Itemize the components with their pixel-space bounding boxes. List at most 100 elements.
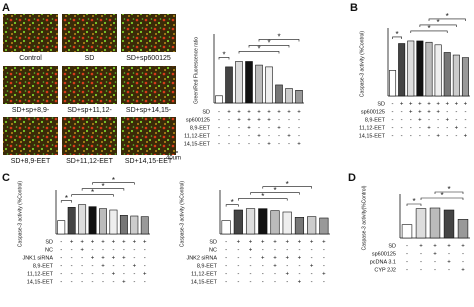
micrograph-label: SD+sp600125 <box>126 55 171 62</box>
treatment-sign: + <box>257 110 261 116</box>
micrograph-label: SD+sp+14,15- <box>126 107 172 114</box>
treatment-sign: - <box>401 118 403 124</box>
treatment-sign: - <box>323 248 325 254</box>
significance-bracket <box>410 30 448 33</box>
treatment-sign: - <box>437 118 439 124</box>
treatment-sign: + <box>298 280 302 286</box>
significance-bracket <box>392 36 402 39</box>
treatment-sign: + <box>418 118 422 124</box>
treatment-sign: - <box>420 268 422 274</box>
treatment-label: 8,9-EET <box>197 263 218 269</box>
treatment-sign: - <box>286 248 288 254</box>
bar <box>307 216 317 235</box>
treatment-label: 14,15-EET <box>27 279 54 285</box>
treatment-sign: - <box>434 260 436 266</box>
treatment-sign: - <box>258 142 260 148</box>
bar <box>295 90 303 104</box>
treatment-sign: - <box>144 256 146 262</box>
significance-bracket <box>419 24 457 27</box>
treatment-sign: + <box>322 240 326 246</box>
micrograph-label: SD+14,15-EET <box>125 158 173 165</box>
panel-label: B <box>350 2 358 14</box>
panel-label: D <box>348 172 356 184</box>
treatment-sign: - <box>71 280 73 286</box>
bar <box>319 217 329 235</box>
micrograph <box>3 14 58 52</box>
treatment-sign: + <box>464 102 468 108</box>
treatment-sign: - <box>392 126 394 132</box>
bar <box>389 70 397 97</box>
treatment-sign: + <box>249 240 253 246</box>
treatment-sign: - <box>278 134 280 140</box>
y-axis-label: Caspase-3 activity (%Control) <box>179 181 185 247</box>
treatment-sign: - <box>288 142 290 148</box>
bar <box>221 220 231 235</box>
treatment-sign: - <box>225 280 227 286</box>
treatment-sign: - <box>434 268 436 274</box>
bar <box>225 66 233 104</box>
treatment-sign: - <box>144 280 146 286</box>
treatment-sign: + <box>409 102 413 108</box>
micrograph <box>121 117 176 155</box>
micrograph-label: SD+sp+11,12- <box>67 107 112 114</box>
significance-star: * <box>267 39 270 48</box>
treatment-sign: - <box>406 260 408 266</box>
treatment-label: JNK2 siRNA <box>186 255 217 261</box>
treatment-label: NC <box>209 247 217 253</box>
treatment-sign: + <box>287 134 291 140</box>
treatment-sign: - <box>323 264 325 270</box>
treatment-sign: - <box>228 118 230 124</box>
treatment-sign: - <box>133 280 135 286</box>
treatment-sign: - <box>60 240 62 246</box>
treatment-sign: - <box>225 248 227 254</box>
treatment-sign: + <box>122 256 126 262</box>
treatment-sign: - <box>258 126 260 132</box>
treatment-sign: - <box>218 142 220 148</box>
treatment-sign: - <box>392 118 394 124</box>
micrograph <box>62 117 117 155</box>
bar <box>270 210 280 235</box>
bar <box>282 211 292 235</box>
treatment-sign: - <box>311 280 313 286</box>
treatment-sign: - <box>71 264 73 270</box>
treatment-sign: + <box>273 256 277 262</box>
treatment-sign: - <box>102 280 104 286</box>
treatment-sign: - <box>446 126 448 132</box>
bar <box>215 95 223 104</box>
treatment-sign: - <box>218 126 220 132</box>
treatment-sign: - <box>288 118 290 124</box>
treatment-sign: + <box>261 240 265 246</box>
treatment-sign: + <box>133 240 137 246</box>
treatment-sign: - <box>112 248 114 254</box>
bar <box>130 215 139 235</box>
treatment-sign: - <box>92 272 94 278</box>
significance-star: * <box>65 194 68 203</box>
treatment-sign: + <box>445 118 449 124</box>
significance-bracket <box>262 186 312 189</box>
bar <box>245 61 253 104</box>
treatment-sign: - <box>133 272 135 278</box>
panel-label: C <box>2 172 10 184</box>
treatment-sign: + <box>400 102 404 108</box>
treatment-sign: + <box>257 118 261 124</box>
bar <box>429 207 441 239</box>
treatment-sign: - <box>248 142 250 148</box>
bar <box>57 220 66 235</box>
significance-star: * <box>437 18 440 27</box>
significance-star: * <box>447 185 450 194</box>
micrograph-label: Control <box>19 55 42 62</box>
treatment-sign: - <box>410 134 412 140</box>
treatment-sign: + <box>409 110 413 116</box>
treatment-sign: - <box>218 118 220 124</box>
significance-bracket <box>238 51 280 54</box>
treatment-sign: - <box>392 110 394 116</box>
treatment-sign: - <box>237 256 239 262</box>
bar <box>461 57 469 97</box>
significance-star: * <box>286 180 289 189</box>
bar <box>78 204 87 235</box>
treatment-sign: - <box>298 126 300 132</box>
treatment-label: SD <box>209 239 217 245</box>
treatment-label: SD <box>377 101 385 107</box>
significance-bracket <box>434 191 464 194</box>
